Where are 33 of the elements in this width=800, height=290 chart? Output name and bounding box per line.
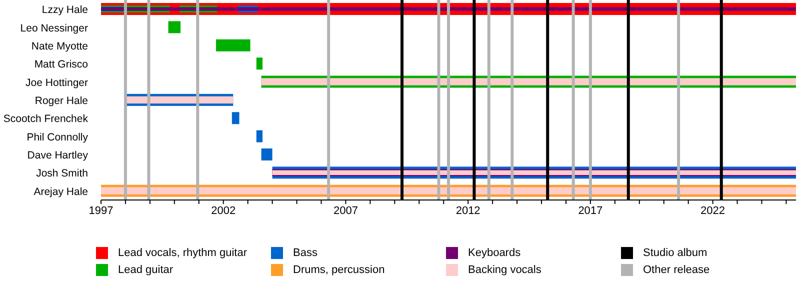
bar bbox=[261, 78, 796, 86]
y-tick-label: Nate Myotte bbox=[31, 40, 88, 52]
y-tick-label: Phil Connolly bbox=[26, 131, 89, 144]
y-tick-label: Lzzy Hale bbox=[42, 4, 88, 16]
bar bbox=[232, 112, 240, 124]
y-tick-label: Josh Smith bbox=[36, 168, 88, 180]
legend-label: Lead vocals, rhythm guitar bbox=[118, 246, 248, 258]
bar bbox=[101, 187, 796, 194]
y-tick-label: Dave Hartley bbox=[27, 150, 89, 162]
legend-label: Other release bbox=[643, 264, 710, 276]
y-tick-label: Scootch Frenchek bbox=[3, 113, 89, 126]
x-tick-label: 2017 bbox=[578, 204, 603, 217]
x-tick-label: 2002 bbox=[211, 204, 236, 217]
legend-label: Drums, percussion bbox=[293, 264, 385, 276]
bar bbox=[261, 148, 272, 160]
x-tick-label: 2007 bbox=[333, 204, 358, 217]
y-tick-label: Matt Grisco bbox=[34, 58, 88, 71]
x-tick-label: 2022 bbox=[700, 204, 726, 217]
bar bbox=[216, 39, 250, 52]
bar bbox=[256, 130, 263, 142]
legend-label: Lead guitar bbox=[118, 264, 174, 276]
y-tick-label: Roger Hale bbox=[34, 95, 88, 107]
y-tick-label: Leo Nessinger bbox=[20, 22, 88, 34]
y-tick-label: Joe Hottinger bbox=[26, 76, 88, 89]
y-tick-label: Arejay Hale bbox=[34, 186, 88, 198]
legend-label: Bass bbox=[293, 246, 318, 258]
legend-label: Studio album bbox=[643, 246, 708, 258]
bar bbox=[256, 58, 263, 70]
bar bbox=[168, 21, 181, 34]
x-tick-label: 2012 bbox=[456, 204, 480, 217]
legend-label: Backing vocals bbox=[468, 264, 542, 276]
x-tick-label: 1997 bbox=[88, 204, 114, 217]
legend-label: Keyboards bbox=[468, 246, 521, 258]
